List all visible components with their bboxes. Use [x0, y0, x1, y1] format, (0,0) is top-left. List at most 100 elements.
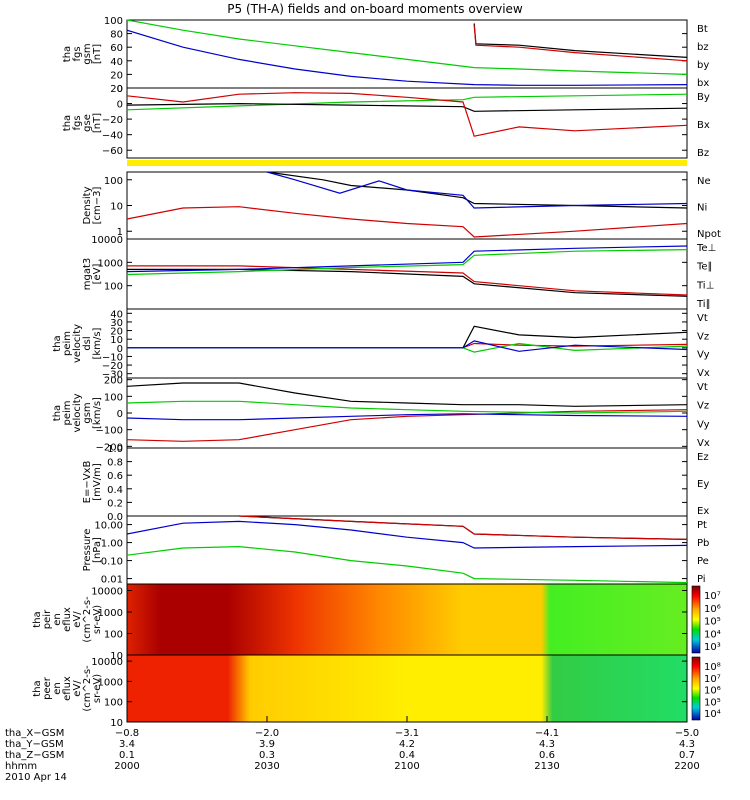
y-tick-label: 100 [104, 176, 123, 187]
y-axis-label: tha [32, 611, 43, 627]
panel-frame [126, 308, 688, 379]
y-tick-label: 40 [110, 57, 123, 68]
y-tick-label: 0 [117, 409, 123, 420]
y-tick-label: −10 [102, 352, 123, 363]
panel-temperature: 10000 1000 100 mgat3 [eV] Te⊥ Te∥ Ti⊥ Ti∥ [82, 235, 716, 310]
y-axis-label: sr-eV) [92, 674, 103, 703]
x-tick-label: 2200 [674, 761, 699, 772]
y-tick-label: 0 [117, 84, 123, 95]
series-line [126, 249, 688, 276]
legend-label: Te⊥ [696, 243, 716, 254]
legend-label: bz [697, 42, 709, 53]
x-tick-label: 2030 [254, 761, 279, 772]
y-axis-label: dsl [82, 336, 93, 350]
y-axis-label: velocity [72, 324, 83, 363]
series-line [473, 24, 688, 62]
colorbar-tick-label: 10⁶ [704, 604, 721, 615]
x-tick-label: 3.9 [259, 739, 275, 750]
y-tick-label: 0 [117, 100, 123, 111]
y-tick-label: −40 [102, 131, 123, 142]
series-line [126, 92, 688, 137]
colorbar-tick-label: 10³ [704, 642, 721, 653]
y-tick-label: 10000 [91, 586, 123, 597]
series-line [127, 265, 688, 296]
y-tick-label: 40 [110, 309, 123, 320]
y-tick-label: 100 [104, 698, 123, 709]
x-tick-label: 2000 [114, 761, 139, 772]
y-tick-label: 0.0 [107, 512, 123, 523]
y-tick-label: 10000 [91, 657, 123, 668]
legend-label: Vy [697, 419, 710, 430]
y-axis-label: [km/s] [92, 327, 103, 359]
legend-label: Bz [697, 148, 709, 159]
series-line [126, 102, 688, 112]
y-tick-label: 200 [104, 376, 123, 387]
legend-label: Pt [697, 520, 707, 531]
x-tick-label: 2100 [394, 761, 419, 772]
x-tick-label: −5.0 [675, 728, 699, 739]
spectrogram-fill [127, 584, 687, 655]
x-row-label: hhmm [5, 761, 37, 772]
y-axis-label: eflux [62, 607, 73, 632]
x-tick-label: 0.7 [679, 750, 695, 761]
x-row-label: tha_Y−GSM [5, 739, 64, 750]
y-axis-label: [nT] [92, 113, 103, 133]
y-tick-label: 20 [110, 84, 123, 95]
y-tick-label: 10 [110, 202, 123, 213]
colorbar [691, 585, 701, 654]
panel-frame [126, 87, 688, 159]
y-tick-label: 0.2 [107, 498, 123, 509]
y-axis-label: eV/ [72, 611, 83, 628]
spectrogram-fill [127, 655, 687, 722]
series-line [126, 400, 688, 414]
colorbar-tick-label: 10⁴ [704, 629, 721, 640]
x-tick-label: 0.6 [539, 750, 555, 761]
y-tick-label: −200 [96, 442, 123, 453]
y-tick-label: 0.8 [107, 458, 123, 469]
y-axis-label: gsm [82, 43, 93, 64]
series-line [126, 19, 688, 75]
y-axis-label: eV/ [72, 680, 83, 697]
y-tick-label: 10 [110, 335, 123, 346]
y-axis-label: (cm^2-s- [82, 596, 93, 643]
colorbar-tick-label: 10⁷ [704, 591, 721, 602]
y-axis-label: eflux [62, 676, 73, 701]
y-axis-label: [eV] [92, 264, 103, 285]
colorbar-tick-label: 10⁴ [704, 709, 721, 720]
y-axis-label: tha [62, 115, 73, 131]
y-axis-label: gsm [82, 402, 93, 423]
legend-label: Vx [697, 438, 710, 449]
y-tick-label: 100 [104, 629, 123, 640]
y-tick-label: 1 [117, 227, 123, 238]
y-axis-label: tha [52, 405, 63, 421]
y-tick-label: −20 [102, 115, 123, 126]
y-tick-label: 0.10 [101, 557, 123, 568]
plot-title: P5 (TH-A) fields and on-board moments ov… [227, 2, 523, 16]
series-line [126, 93, 688, 111]
x-tick-label: 4.3 [539, 739, 555, 750]
panel-frame [126, 19, 688, 89]
y-axis-label: en [52, 613, 63, 626]
y-tick-label: 1.00 [101, 539, 123, 550]
y-axis-label: [cm−3] [92, 187, 103, 225]
legend-label: Bx [697, 120, 710, 131]
series-line [127, 340, 688, 352]
y-axis-label: [nPa] [92, 537, 103, 563]
colorbar-tick-label: 10⁵ [704, 697, 721, 708]
y-tick-label: 10 [110, 651, 123, 662]
legend-label: Pe [697, 556, 709, 567]
y-axis-label: peim [62, 400, 73, 425]
panel-pressure: 10.00 1.00 0.10 0.01 Pressure [nPa] Pt Pb Pe Pi [82, 515, 709, 586]
y-tick-label: 0.01 [101, 575, 123, 586]
x-row-label: tha_Z−GSM [5, 750, 64, 761]
y-tick-label: 1000 [98, 608, 123, 619]
x-tick-label: 3.4 [119, 739, 135, 750]
y-axis-label: peir [42, 609, 53, 629]
y-tick-label: 100 [104, 392, 123, 403]
series-line [127, 325, 688, 349]
colorbar-tick-label: 10⁷ [704, 674, 721, 685]
y-axis-label: sr-eV) [92, 605, 103, 634]
legend-label: By [697, 92, 710, 103]
